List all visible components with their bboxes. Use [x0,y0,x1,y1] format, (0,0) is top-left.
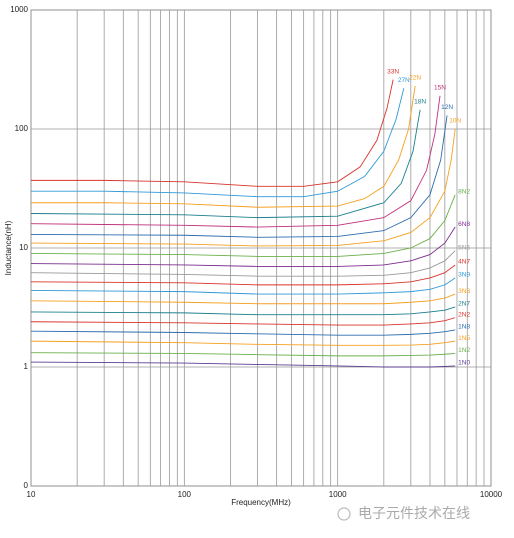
series-label: 1N5 [458,335,470,342]
series-line [30,264,456,286]
series-label: 1N0 [458,360,470,367]
y-tick-label: 1000 [10,5,28,14]
series-label: 18N [414,99,426,106]
series-label: 2N2 [458,311,470,318]
series-line [31,79,394,187]
series-line [30,340,456,346]
series-label: 15N [434,85,446,92]
y-tick-label: 0 [24,481,29,490]
series-line [30,293,456,305]
series-label: 5N6 [458,244,470,251]
x-tick-label: 1000 [329,490,347,499]
series-label: 10N [449,118,461,125]
series-label: 1N2 [458,347,470,354]
series-line [30,329,456,336]
x-tick-label: 100 [178,490,192,499]
series-label: 3N3 [458,288,470,295]
series-label: 3N9 [458,272,470,279]
series-line [31,88,405,198]
series-line [30,317,456,326]
y-axis-label: Inductance(nH) [4,220,13,275]
series-line [30,277,456,295]
series-line [30,226,456,267]
series-line [30,361,456,368]
series-label: 1N8 [458,324,470,331]
series-label: 12N [441,104,453,111]
watermark-icon [337,507,351,521]
series-label: 4N7 [458,259,470,266]
series-line [30,128,456,247]
watermark: 电子元件技术在线 [358,506,470,522]
x-tick-label: 10000 [480,490,503,499]
series-label: 8N2 [458,189,470,196]
series-line [30,95,441,228]
y-tick-label: 1 [24,362,29,371]
series-line [30,250,456,277]
series-line [30,194,456,257]
series-line [30,109,421,219]
series-line [30,306,456,316]
series-label: 22N [409,75,421,82]
series-line [30,352,456,357]
series-label: 27N [398,77,410,84]
y-tick-label: 100 [15,124,29,133]
series-label: 2N7 [458,301,470,308]
series-line [30,115,448,238]
series-line [31,85,416,208]
x-axis-label: Frequency(MHz) [231,498,291,507]
y-tick-label: 10 [19,243,28,252]
x-tick-label: 10 [27,490,36,499]
series-label: 33N [387,68,399,75]
series-label: 6N8 [458,221,470,228]
